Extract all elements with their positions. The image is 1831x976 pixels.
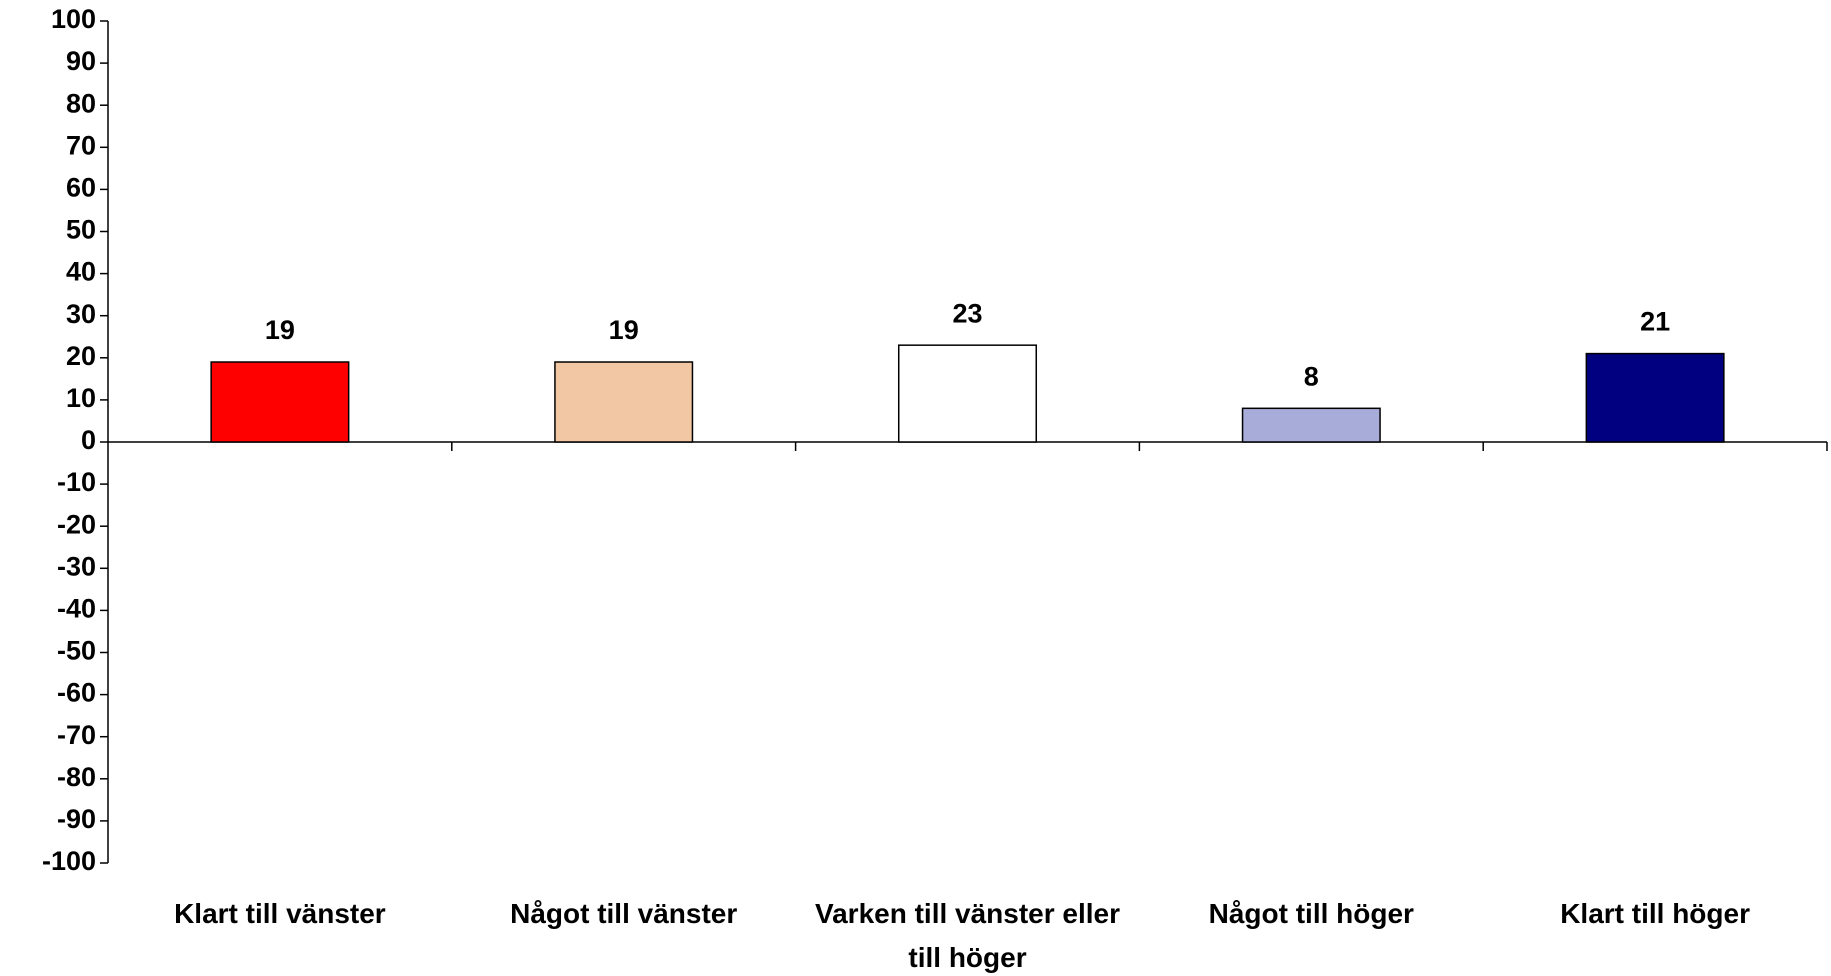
y-tick-label: 90 xyxy=(66,46,96,76)
y-tick-label: 30 xyxy=(66,299,96,329)
y-tick-label: 40 xyxy=(66,257,96,287)
y-tick-label: 10 xyxy=(66,383,96,413)
y-tick-label: -70 xyxy=(57,720,96,750)
bar xyxy=(1585,352,1725,443)
y-tick-label: -50 xyxy=(57,636,96,666)
y-tick-label: 0 xyxy=(81,425,96,455)
data-label: 19 xyxy=(609,315,639,345)
y-tick-label: -60 xyxy=(57,678,96,708)
y-tick-label: -10 xyxy=(57,467,96,497)
y-tick-label: -40 xyxy=(57,594,96,624)
y-tick-label: 20 xyxy=(66,341,96,371)
y-tick-label: -90 xyxy=(57,804,96,834)
bar xyxy=(897,344,1038,443)
x-tick-label: Klart till höger xyxy=(1560,898,1750,929)
data-label: 19 xyxy=(265,315,295,345)
bar xyxy=(554,361,694,443)
bar xyxy=(210,361,350,443)
x-tick-label: Varken till vänster eller till höger xyxy=(814,898,1121,973)
y-tick-label: -20 xyxy=(57,509,96,539)
x-tick-label: Något till höger xyxy=(1208,898,1414,929)
y-tick-label: 80 xyxy=(66,88,96,118)
data-label: 8 xyxy=(1304,361,1319,391)
y-tick-label: 70 xyxy=(66,130,96,160)
y-tick-label: -100 xyxy=(42,846,96,876)
bar xyxy=(1241,407,1381,443)
y-tick-label: 50 xyxy=(66,215,96,245)
data-label: 21 xyxy=(1640,307,1670,337)
data-label: 23 xyxy=(952,298,982,328)
y-tick-label: -80 xyxy=(57,762,96,792)
y-tick-label: -30 xyxy=(57,551,96,581)
y-tick-label: 60 xyxy=(66,173,96,203)
x-tick-label: Något till vänster xyxy=(510,898,738,929)
x-tick-label: Klart till vänster xyxy=(174,898,386,929)
y-tick-label: 100 xyxy=(51,4,96,34)
